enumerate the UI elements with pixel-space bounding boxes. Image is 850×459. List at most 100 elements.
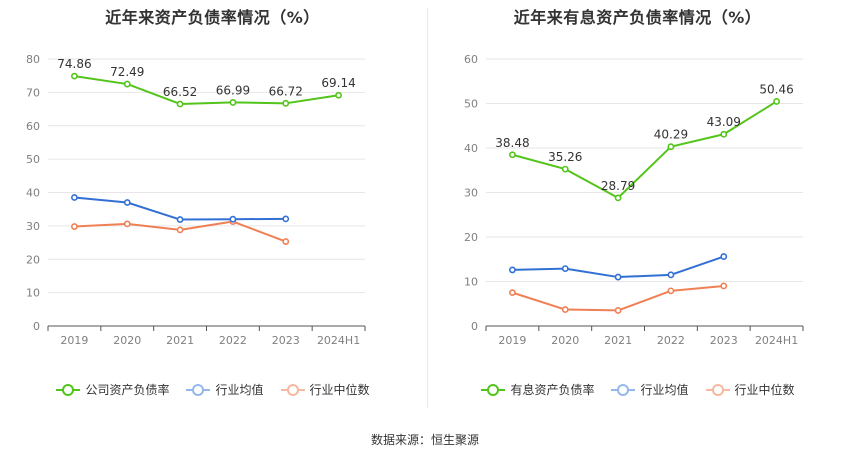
legend-item[interactable]: 行业中位数 [280,381,370,398]
y-tick-label: 30 [26,220,40,233]
legend-item[interactable]: 行业均值 [610,381,689,398]
y-tick-label: 10 [26,287,40,300]
legend-marker-icon [186,383,211,396]
data-label: 66.99 [216,83,250,97]
legend-item[interactable]: 公司资产负债率 [55,381,169,398]
y-tick-label: 0 [33,320,40,333]
legend-label: 公司资产负债率 [85,383,170,397]
data-point [176,216,184,223]
series-line-2 [512,284,724,312]
data-label: 66.52 [163,85,197,99]
x-tick-label: 2023 [272,334,300,347]
legend-marker-icon [481,383,506,396]
y-tick-label: 20 [464,231,478,244]
data-point [509,151,516,159]
x-tick-label: 2021 [604,334,632,347]
data-point [667,287,675,295]
left-chart-title: 近年来资产负债率情况（%） [105,8,320,27]
data-point [123,199,131,206]
right-chart-plot: 0 10 20 30 40 50 60 2019 2020 2021 2022 2023 2024H1 3… [464,53,804,347]
data-point [720,282,728,290]
data-point [667,271,675,279]
y-tick-label: 40 [26,187,40,200]
data-point [561,265,569,272]
data-point [282,215,290,223]
legend-item[interactable]: 行业均值 [185,381,264,398]
data-label: 74.86 [57,57,91,71]
data-point [123,220,131,228]
data-point [614,273,622,281]
right-chart-panel: 近年来有息资产负债率情况（%） 0 10 20 30 40 50 60 2019 2020 202… [425,0,850,420]
legend-item[interactable]: 有息资产负债率 [480,381,594,398]
x-tick-label: 2019 [498,334,526,347]
data-point [720,130,728,138]
data-point [229,99,237,106]
x-tick-label: 2021 [166,334,194,347]
x-tick-label: 2024H1 [317,334,360,347]
x-tick-label: 2020 [551,334,579,347]
data-source-note: 数据来源：恒生聚源 [370,433,479,447]
data-label: 66.72 [269,84,303,98]
data-point [335,91,342,99]
right-chart-title: 近年来有息资产负债率情况（%） [513,8,762,27]
panel-divider [427,8,428,408]
legend-label: 有息资产负债率 [510,383,595,397]
legend-marker-icon [611,383,636,396]
data-point [282,99,290,107]
left-chart-panel: 近年来资产负债率情况（%） 0 10 20 30 40 50 60 70 80 2019 2020 2… [0,0,425,420]
y-tick-label: 50 [26,153,40,166]
legend-label: 行业均值 [215,383,264,397]
data-point [614,194,622,202]
legend-label: 行业中位数 [309,383,370,397]
data-point [229,215,237,223]
data-label: 69.14 [321,76,355,90]
data-point [71,194,78,201]
data-point [773,98,780,105]
data-label: 40.29 [654,128,688,142]
data-label: 38.48 [495,136,529,150]
legend-marker-icon [280,383,305,396]
data-label: 50.46 [759,82,793,96]
y-tick-label: 20 [26,253,40,266]
data-label: 35.26 [548,150,582,164]
series-line-0 [74,75,339,105]
x-tick-label: 2024H1 [755,334,798,347]
data-point [561,306,569,313]
left-chart-plot: 0 10 20 30 40 50 60 70 80 2019 2020 2021 2022 2023 202… [26,53,366,347]
x-tick-label: 2020 [113,334,141,347]
legend-item[interactable]: 行业中位数 [705,381,795,398]
data-point [509,289,516,297]
data-point [176,226,184,234]
data-point [71,223,78,230]
y-tick-label: 10 [464,276,478,289]
data-point [176,100,184,108]
y-tick-label: 0 [471,320,478,333]
legend-label: 行业中位数 [734,383,795,397]
data-point [614,307,622,314]
data-point [667,143,675,151]
series-line-0 [512,100,778,199]
data-point [720,253,728,260]
legend-marker-icon [705,383,730,396]
y-tick-label: 60 [464,53,478,66]
y-tick-label: 40 [464,142,478,155]
y-tick-label: 60 [26,120,40,133]
x-tick-label: 2019 [60,334,88,347]
data-point [509,266,516,274]
data-label: 28.79 [601,179,635,193]
x-tick-label: 2022 [657,334,685,347]
y-tick-label: 50 [464,98,478,111]
left-chart-legend: 公司资产负债率 行业均值 行业中位数 [0,381,425,398]
legend-marker-icon [56,383,81,396]
y-tick-label: 30 [464,187,478,200]
x-tick-label: 2023 [710,334,738,347]
data-point [282,238,290,245]
data-label: 72.49 [110,65,144,79]
right-chart-legend: 有息资产负债率 行业均值 行业中位数 [425,381,850,398]
data-label: 43.09 [707,115,741,129]
legend-label: 行业均值 [640,383,689,397]
data-point [71,72,78,80]
x-tick-label: 2022 [219,334,247,347]
data-point [561,165,569,173]
data-point [123,80,131,88]
